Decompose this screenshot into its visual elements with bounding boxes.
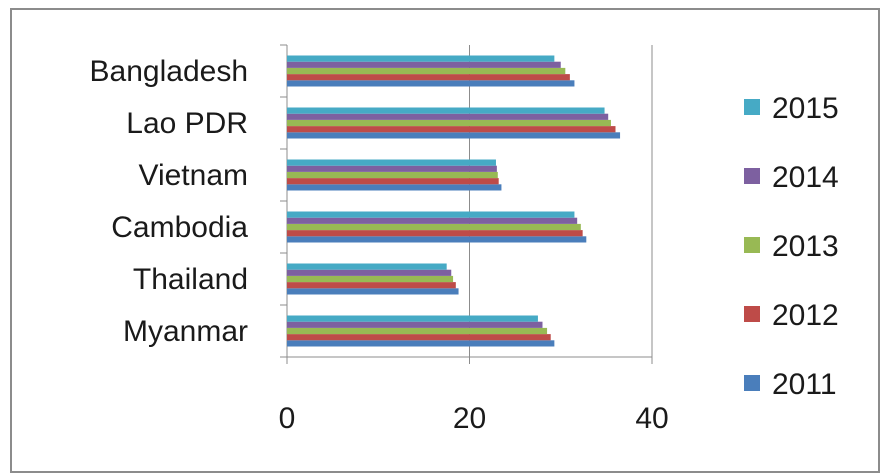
bar-cambodia-2014 [287,217,578,224]
x-tick-label-20: 20 [453,402,486,435]
legend-swatch-2014 [744,168,760,184]
category-label-cambodia: Cambodia [111,211,248,244]
bar-vietnam-2014 [287,165,497,172]
bar-bangladesh-2011 [287,80,575,87]
category-label-thailand: Thailand [133,263,248,296]
bar-lao-pdr-2011 [287,132,621,139]
bar-myanmar-2013 [287,327,548,335]
bar-bangladesh-2014 [287,61,561,68]
legend-swatch-2015 [744,99,760,115]
bar-thailand-2013 [287,275,454,283]
bar-myanmar-2012 [287,334,551,341]
legend-label-2014: 2014 [772,161,839,194]
bar-thailand-2014 [287,269,452,276]
legend-swatch-2013 [744,237,760,253]
bar-cambodia-2011 [287,236,587,243]
x-tick-label-0: 0 [279,402,296,435]
bar-thailand-2012 [287,282,456,289]
legend-swatch-2012 [744,306,760,322]
bar-vietnam-2011 [287,184,502,191]
axes [280,44,653,364]
bar-lao-pdr-2013 [287,119,611,127]
bar-myanmar-2015 [287,315,538,322]
bar-myanmar-2014 [287,321,543,328]
bar-vietnam-2013 [287,171,498,179]
bar-cambodia-2015 [287,211,575,218]
bar-vietnam-2015 [287,159,496,166]
gridlines [469,45,653,357]
bar-lao-pdr-2014 [287,113,609,120]
bar-vietnam-2012 [287,178,499,185]
x-tick-label-40: 40 [635,402,668,435]
bar-bangladesh-2012 [287,74,570,81]
category-label-myanmar: Myanmar [123,315,248,348]
legend-swatch-2011 [744,375,760,391]
legend-label-2011: 2011 [772,368,837,401]
bars [287,55,621,347]
legend-label-2012: 2012 [772,299,839,332]
bar-cambodia-2013 [287,223,581,231]
bar-myanmar-2011 [287,340,555,347]
bar-thailand-2011 [287,288,459,295]
bar-thailand-2015 [287,263,447,270]
tick-labels: 0 20 40 [279,402,669,435]
bar-cambodia-2012 [287,230,583,237]
category-label-bangladesh: Bangladesh [90,55,248,88]
bar-lao-pdr-2012 [287,126,616,133]
category-label-vietnam: Vietnam [138,159,248,192]
bar-lao-pdr-2015 [287,107,605,114]
category-labels: Bangladesh Lao PDR Vietnam Cambodia Thailand… [90,55,249,348]
bar-bangladesh-2015 [287,55,555,62]
legend-label-2013: 2013 [772,230,839,263]
bar-bangladesh-2013 [287,67,566,75]
category-label-lao-pdr: Lao PDR [126,107,248,140]
legend-label-2015: 2015 [772,92,839,125]
legend: 2015 2014 2013 2012 2011 [744,92,839,401]
